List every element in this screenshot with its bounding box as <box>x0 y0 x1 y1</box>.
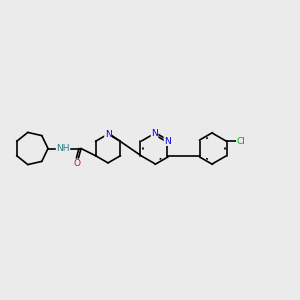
Text: O: O <box>73 159 80 168</box>
Text: NH: NH <box>56 144 70 153</box>
Text: Cl: Cl <box>237 136 245 146</box>
Text: N: N <box>151 129 158 138</box>
Text: N: N <box>105 130 111 139</box>
Text: N: N <box>164 136 171 146</box>
